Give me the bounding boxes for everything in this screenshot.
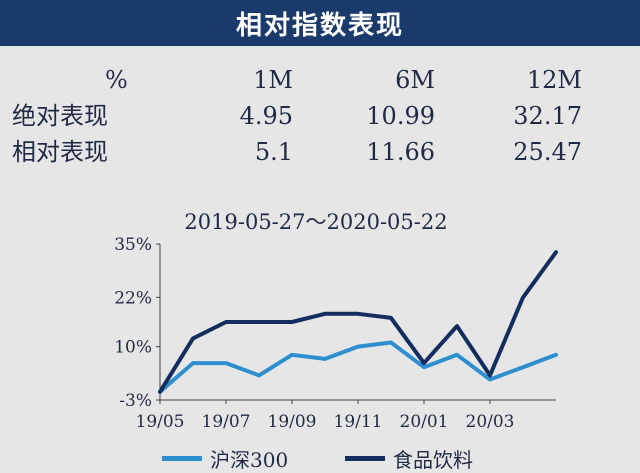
- chart-tick-labels: 35% 22% 10% -3%19/05 19/07 19/09 19/11 20/01 20/…: [114, 235, 514, 432]
- legend-item-csi300: 沪深300: [162, 444, 288, 473]
- chart-title: 2019-05-27～2020-05-22: [184, 210, 448, 234]
- performance-row-relative: 相对表现 5.1 11.66 25.47: [0, 134, 640, 170]
- value-6m: 11.66: [366, 138, 435, 166]
- performance-table: % 1M 6M 12M 绝对表现 4.95 10.99 32.17 相对表现 5…: [0, 62, 640, 170]
- chart-legend: 沪深300 食品饮料: [0, 444, 640, 473]
- series-line-0: [158, 340, 558, 394]
- performance-row-absolute: 绝对表现 4.95 10.99 32.17: [0, 98, 640, 134]
- column-header-unit: %: [105, 66, 128, 94]
- page-title: 相对指数表现: [0, 0, 640, 46]
- y-tick-label: -3%: [119, 391, 152, 411]
- y-tick-label: 22%: [114, 288, 152, 308]
- legend-swatch: [162, 456, 202, 461]
- legend-label: 沪深300: [210, 448, 289, 472]
- series-line-1: [158, 250, 558, 394]
- value-12m: 32.17: [513, 102, 582, 130]
- column-header-1m: 1M: [253, 66, 293, 94]
- x-tick-label: 19/11: [334, 412, 383, 432]
- legend-label: 食品饮料: [393, 448, 473, 472]
- x-tick-label: 19/09: [268, 412, 317, 432]
- column-header-6m: 6M: [395, 66, 435, 94]
- row-label: 绝对表现: [12, 102, 108, 130]
- legend-swatch: [345, 456, 385, 461]
- chart-axes: [156, 243, 556, 404]
- x-tick-label: 20/03: [466, 412, 515, 432]
- x-tick-label: 19/05: [136, 412, 185, 432]
- x-tick-label: 20/01: [400, 412, 449, 432]
- y-tick-label: 10%: [114, 338, 152, 358]
- value-1m: 4.95: [239, 102, 293, 130]
- legend-item-food-beverage: 食品饮料: [345, 444, 473, 473]
- row-label: 相对表现: [12, 138, 108, 166]
- chart-series: [158, 250, 558, 394]
- y-tick-label: 35%: [114, 235, 152, 255]
- performance-header-row: % 1M 6M 12M: [0, 62, 640, 98]
- value-12m: 25.47: [513, 138, 582, 166]
- value-6m: 10.99: [366, 102, 435, 130]
- column-header-12m: 12M: [526, 66, 582, 94]
- value-1m: 5.1: [254, 138, 293, 166]
- x-tick-label: 19/07: [202, 412, 251, 432]
